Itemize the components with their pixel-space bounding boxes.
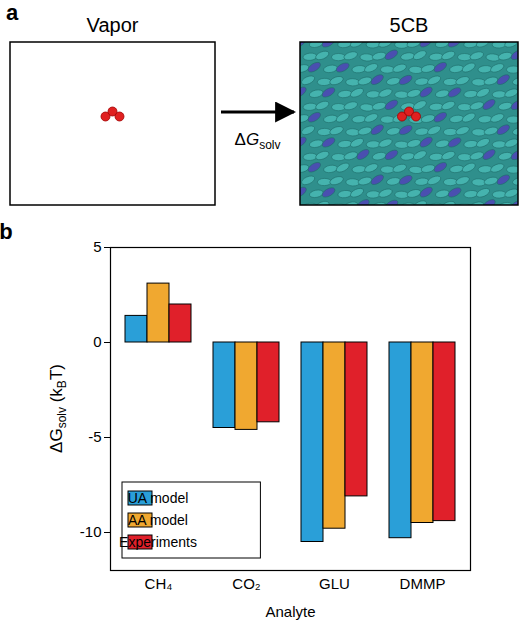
svg-text:CH₄: CH₄ (145, 575, 173, 592)
svg-text:b: b (0, 219, 13, 244)
svg-text:-5: -5 (88, 428, 101, 445)
svg-text:Experiments: Experiments (119, 534, 197, 550)
svg-text:Vapor: Vapor (87, 14, 139, 36)
svg-text:ΔGsolv: ΔGsolv (235, 130, 281, 152)
svg-text:5CB: 5CB (390, 14, 429, 36)
svg-text:-10: -10 (80, 523, 102, 540)
svg-text:GLU: GLU (319, 575, 350, 592)
svg-text:ΔGsolv (kBT): ΔGsolv (kBT) (47, 364, 69, 453)
svg-text:a: a (6, 0, 19, 25)
svg-text:CO₂: CO₂ (232, 575, 261, 592)
svg-text:DMMP: DMMP (400, 575, 446, 592)
svg-text:Analyte: Analyte (265, 603, 315, 620)
svg-text:0: 0 (93, 333, 101, 350)
svg-text:AA model: AA model (128, 512, 188, 528)
svg-text:UA model: UA model (128, 490, 189, 506)
svg-text:5: 5 (93, 238, 101, 255)
